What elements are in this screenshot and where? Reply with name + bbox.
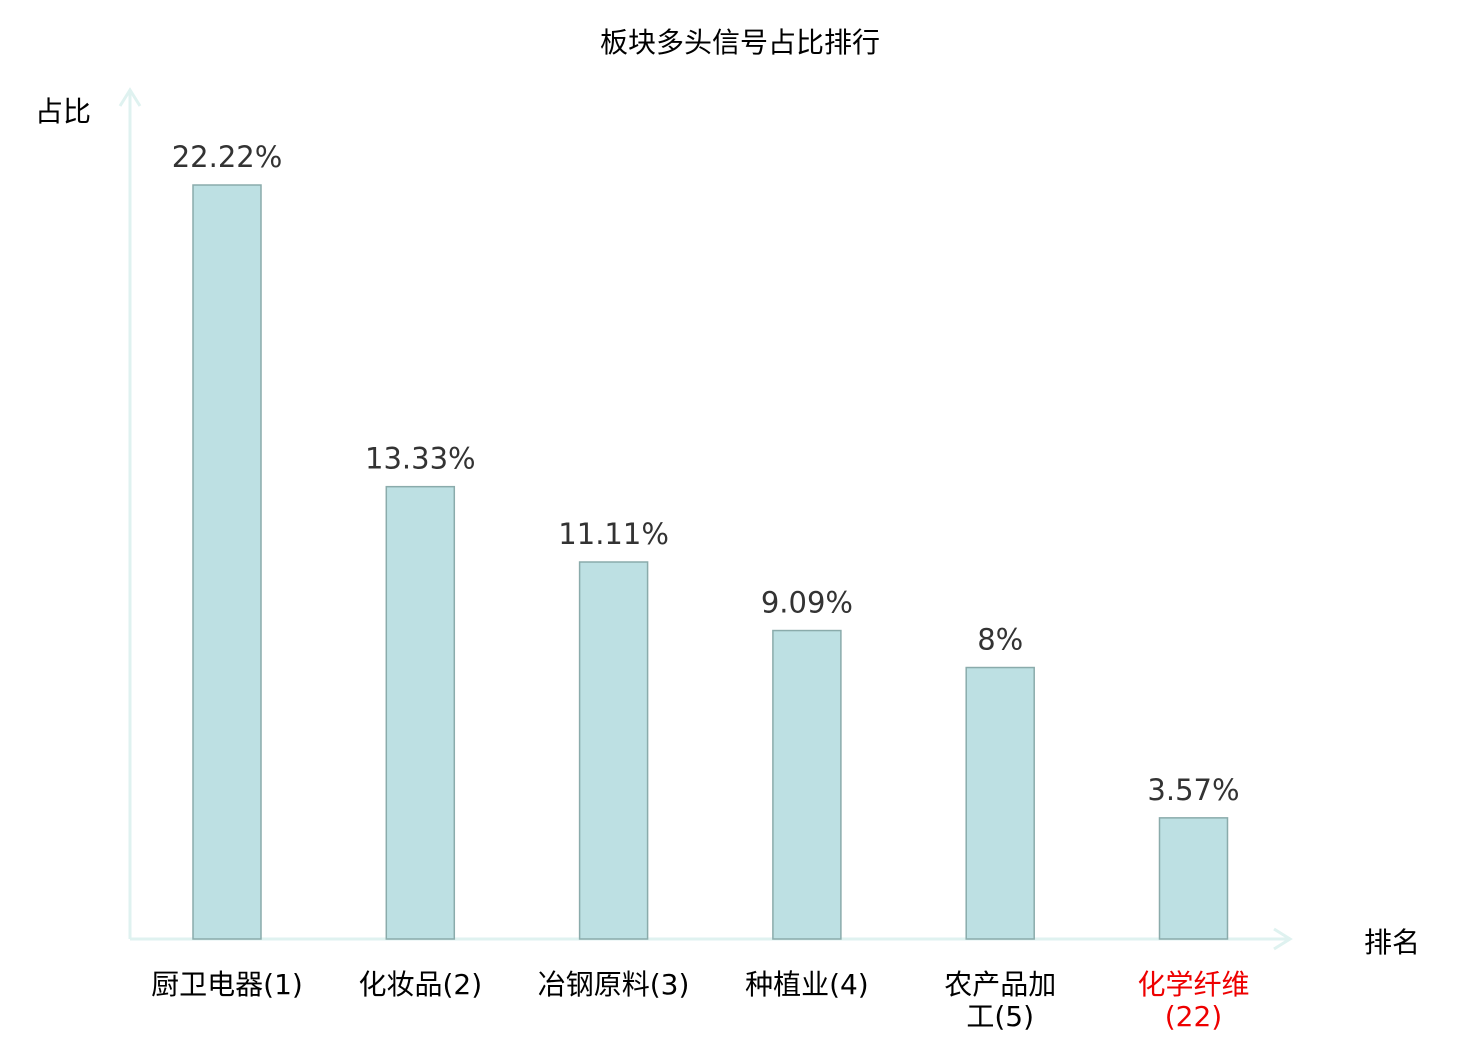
bar [1158, 817, 1229, 940]
x-tick-label: 冶钢原料(3) [538, 968, 690, 1001]
data-label: 13.33% [365, 442, 476, 476]
x-tick-label: 化妆品(2) [358, 968, 482, 1001]
y-axis-arrow-icon [118, 87, 142, 107]
x-axis-label: 排名 [1364, 926, 1420, 959]
bar [772, 629, 842, 940]
x-tick-label: 化学纤维(22) [1137, 968, 1249, 1033]
bar [192, 184, 262, 940]
chart-title: 板块多头信号占比排行 [600, 26, 880, 59]
data-label: 3.57% [1147, 773, 1239, 807]
data-label: 22.22% [172, 140, 283, 174]
y-axis-label: 占比 [35, 95, 91, 128]
bar [965, 666, 1035, 940]
data-label: 11.11% [558, 517, 669, 551]
x-tick-label: 厨卫电器(1) [151, 968, 303, 1001]
x-axis-arrow-icon [1273, 927, 1293, 951]
bar [385, 485, 456, 940]
data-label: 9.09% [761, 586, 853, 620]
bar [578, 561, 649, 940]
x-tick-label: 农产品加工(5) [944, 968, 1056, 1033]
x-tick-label: 种植业(4) [745, 968, 869, 1001]
data-label: 8% [977, 623, 1023, 657]
